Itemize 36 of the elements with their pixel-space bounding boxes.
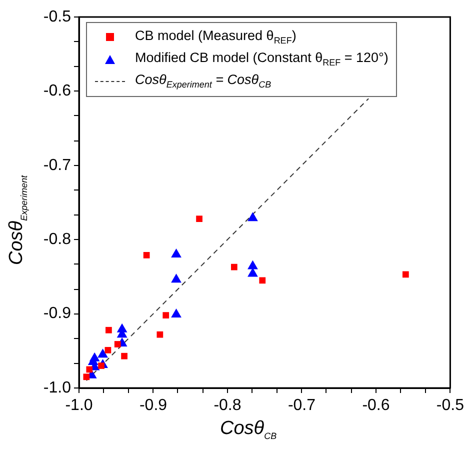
point (196, 216, 202, 222)
point (248, 268, 258, 277)
point (162, 312, 170, 318)
point (106, 326, 112, 334)
y-tick-label: -0.5 (43, 8, 72, 26)
x-tick-label: -0.5 (436, 397, 464, 414)
x-tick-label: -0.9 (139, 397, 168, 414)
legend-label: Cosθ$_{Experiment}$ = Cosθ$_{CB}$ (135, 72, 272, 90)
x-tick-label: -1.0 (65, 397, 93, 414)
x-tick-label: -0.6 (362, 397, 390, 414)
point (171, 248, 182, 258)
x-tick-label: -0.8 (214, 397, 242, 414)
point (83, 374, 90, 380)
point (121, 352, 128, 360)
point (171, 274, 182, 283)
point (104, 346, 112, 354)
point (114, 341, 121, 348)
y-tick-label: -0.6 (43, 82, 72, 100)
y-tick-label: -0.8 (43, 231, 72, 248)
point (98, 348, 108, 358)
y-tick-label: -1.0 (43, 379, 72, 396)
point (86, 366, 93, 373)
point (156, 331, 164, 338)
y-tick-label: -0.9 (43, 305, 72, 322)
point (259, 277, 266, 284)
point (248, 212, 258, 222)
point (402, 271, 409, 278)
point (230, 264, 238, 270)
legend-label: Modified CB model (Constant θ$_{REF}$ = 120°) (135, 50, 388, 68)
point (143, 252, 150, 258)
x-tick-label: -0.7 (288, 397, 316, 414)
x-axis-title: Cosθ$_{CB}$ (220, 418, 277, 441)
legend-label: CB model (Measured θ$_{REF}$) (135, 28, 296, 46)
y-tick-label: -0.7 (43, 156, 72, 174)
point (248, 260, 258, 270)
point (171, 308, 182, 318)
